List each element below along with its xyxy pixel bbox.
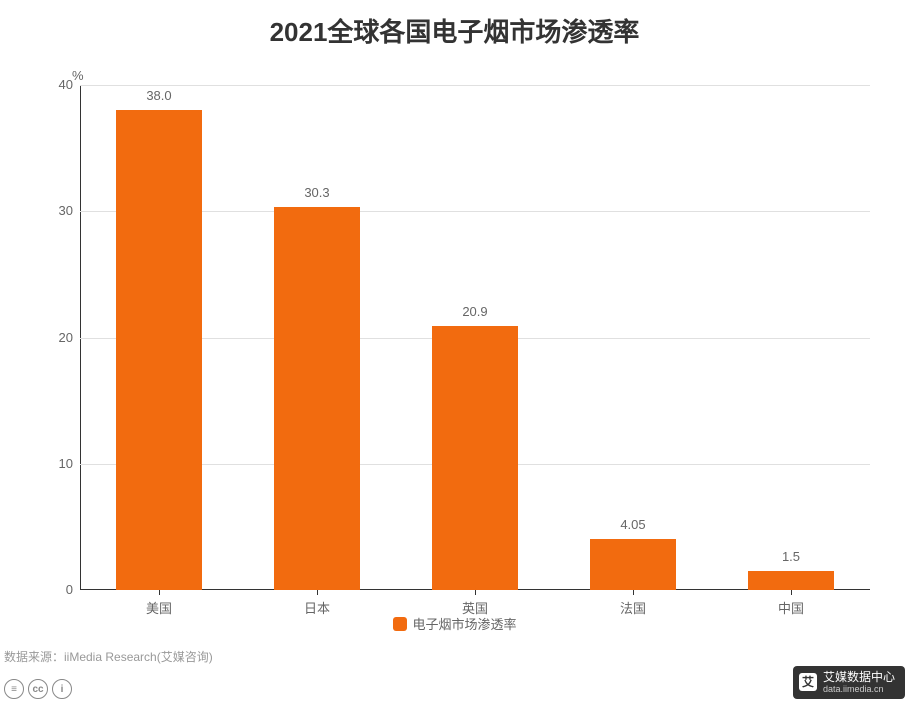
brand-badge: 艾 艾媒数据中心 data.iimedia.cn — [793, 666, 905, 699]
x-tick-mark — [791, 590, 792, 595]
x-axis-label: 中国 — [778, 598, 804, 617]
bar: 20.9 — [432, 326, 519, 590]
y-gridline — [80, 85, 870, 86]
cc-icon: ≡ — [4, 679, 24, 699]
x-axis-label: 美国 — [146, 598, 172, 617]
brand-subtitle: data.iimedia.cn — [823, 684, 895, 695]
chart-container: 2021全球各国电子烟市场渗透率 % 01020304038.0美国30.3日本… — [0, 0, 909, 705]
y-tick-label: 20 — [48, 330, 73, 345]
legend: 电子烟市场渗透率 — [392, 614, 516, 633]
y-tick-label: 0 — [48, 582, 73, 597]
bar-value-label: 30.3 — [304, 185, 329, 200]
brand-icon: 艾 — [799, 673, 817, 691]
bar: 1.5 — [748, 571, 835, 590]
bar: 38.0 — [116, 110, 203, 590]
y-tick-label: 40 — [48, 77, 73, 92]
bar-value-label: 20.9 — [462, 304, 487, 319]
source-text: 数据来源：iiMedia Research(艾媒咨询) — [4, 648, 213, 665]
legend-swatch — [392, 617, 406, 631]
y-tick-label: 30 — [48, 203, 73, 218]
bar-value-label: 1.5 — [782, 549, 800, 564]
cc-icon: cc — [28, 679, 48, 699]
cc-icon: i — [52, 679, 72, 699]
legend-label: 电子烟市场渗透率 — [412, 614, 516, 633]
x-tick-mark — [633, 590, 634, 595]
x-tick-mark — [475, 590, 476, 595]
chart-title: 2021全球各国电子烟市场渗透率 — [0, 0, 909, 49]
y-tick-label: 10 — [48, 456, 73, 471]
plot-area: 01020304038.0美国30.3日本20.9英国4.05法国1.5中国 — [80, 85, 870, 590]
bar-value-label: 38.0 — [146, 88, 171, 103]
bar: 4.05 — [590, 539, 677, 590]
cc-icons: ≡cci — [4, 679, 72, 699]
x-tick-mark — [317, 590, 318, 595]
x-tick-mark — [159, 590, 160, 595]
brand-title: 艾媒数据中心 — [823, 670, 895, 684]
x-axis-label: 日本 — [304, 598, 330, 617]
brand-text: 艾媒数据中心 data.iimedia.cn — [823, 670, 895, 695]
x-axis-label: 法国 — [620, 598, 646, 617]
bar: 30.3 — [274, 207, 361, 590]
y-axis-unit: % — [72, 68, 84, 83]
bar-value-label: 4.05 — [620, 517, 645, 532]
